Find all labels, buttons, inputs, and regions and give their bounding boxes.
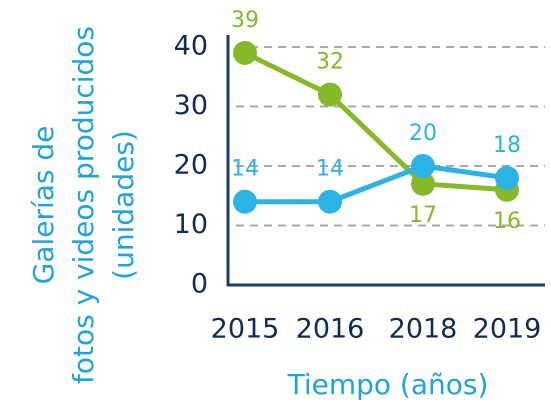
value-label: 17 bbox=[409, 203, 437, 228]
point bbox=[411, 171, 435, 196]
y-axis-title-line: Galerías de bbox=[27, 126, 60, 285]
y-axis-title: Galerías de fotos y videos producidos (u… bbox=[27, 26, 140, 384]
point bbox=[233, 40, 257, 65]
value-label: 39 bbox=[231, 8, 259, 33]
line bbox=[245, 163, 508, 205]
value-label: 18 bbox=[493, 133, 521, 158]
y-tick-label: 20 bbox=[174, 150, 208, 181]
x-tick-label: 2018 bbox=[389, 314, 458, 345]
value-label: 20 bbox=[409, 121, 437, 146]
y-tick-label: 30 bbox=[174, 90, 208, 121]
y-axis-title-line: (unidades) bbox=[107, 130, 140, 280]
point bbox=[318, 82, 342, 107]
y-tick-label: 0 bbox=[191, 269, 208, 300]
value-label: 14 bbox=[231, 157, 259, 182]
y-tick-label: 10 bbox=[174, 209, 208, 240]
y-axis-title-line: fotos y videos producidos bbox=[67, 26, 100, 384]
value-label: 16 bbox=[493, 209, 521, 234]
y-tick-label: 40 bbox=[174, 31, 208, 62]
point bbox=[318, 189, 342, 214]
x-axis-title: Tiempo (años) bbox=[287, 368, 489, 401]
point bbox=[233, 189, 257, 214]
value-label: 14 bbox=[316, 157, 344, 182]
line bbox=[243, 50, 508, 193]
x-tick-label: 2019 bbox=[473, 314, 542, 345]
point bbox=[411, 154, 435, 178]
x-tick-label: 2015 bbox=[211, 314, 280, 345]
grid bbox=[236, 46, 545, 227]
point bbox=[495, 165, 519, 190]
x-tick-label: 2016 bbox=[296, 314, 365, 345]
value-label: 32 bbox=[316, 50, 344, 75]
